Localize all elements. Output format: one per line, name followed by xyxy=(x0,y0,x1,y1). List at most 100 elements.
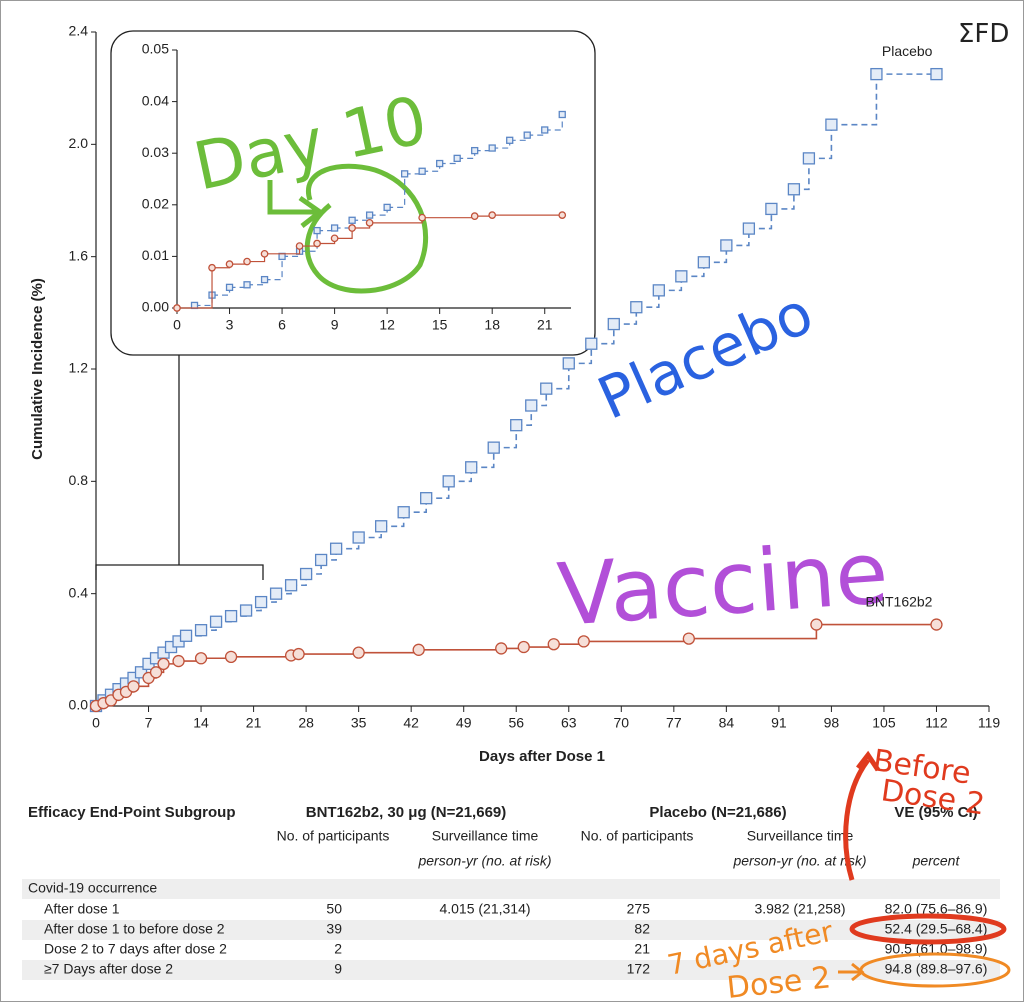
x-tick-label: 70 xyxy=(614,715,630,731)
marker xyxy=(577,635,590,648)
x-tick-label: 9 xyxy=(331,317,339,333)
y-tick-label: 2.4 xyxy=(69,23,89,39)
marker xyxy=(292,647,305,661)
marker xyxy=(418,167,426,175)
x-tick-label: 42 xyxy=(403,715,419,731)
step-segment xyxy=(387,173,406,208)
step-segment xyxy=(229,284,248,288)
series-label: BNT162b2 xyxy=(866,593,933,609)
y-tick-label: 0.00 xyxy=(142,299,169,315)
x-tick-label: 91 xyxy=(771,715,787,731)
marker xyxy=(471,146,479,155)
marker xyxy=(558,110,566,119)
table-cell: 172 xyxy=(627,961,651,977)
step-segment xyxy=(568,343,593,365)
marker xyxy=(517,640,530,654)
row-band xyxy=(22,879,1000,899)
step-segment xyxy=(831,74,878,126)
x-tick-label: 49 xyxy=(456,715,472,731)
step-segment xyxy=(748,208,773,230)
table-cell: 82 xyxy=(634,921,650,937)
marker xyxy=(436,159,444,168)
marker xyxy=(383,203,391,212)
marker xyxy=(149,666,163,679)
step-segment xyxy=(808,124,833,160)
column-header: BNT162b2, 30 μg (N=21,669) xyxy=(306,804,507,821)
x-tick-label: 3 xyxy=(226,317,234,333)
green-arrow xyxy=(267,180,325,228)
table-cell: 39 xyxy=(326,921,342,937)
marker xyxy=(682,632,695,645)
marker xyxy=(510,419,523,432)
x-tick-label: 105 xyxy=(872,715,896,731)
marker xyxy=(488,211,497,219)
section-label: Covid-19 occurrence xyxy=(28,880,157,896)
x-tick-label: 35 xyxy=(351,715,367,731)
marker xyxy=(720,239,733,252)
marker xyxy=(675,270,688,283)
table-cell: 82.0 (75.6–86.9) xyxy=(885,901,988,917)
x-tick-label: 63 xyxy=(561,715,577,731)
marker xyxy=(810,618,823,631)
sub-header: No. of participants xyxy=(581,828,694,844)
table-cell: 4.015 (21,314) xyxy=(439,901,530,917)
marker xyxy=(314,553,328,567)
x-tick-label: 7 xyxy=(145,715,153,731)
step-segment xyxy=(299,230,318,252)
step-segment xyxy=(177,267,213,309)
column-header: Efficacy End-Point Subgroup xyxy=(28,804,236,821)
marker xyxy=(179,629,193,642)
marker xyxy=(127,680,140,693)
marker xyxy=(365,219,374,227)
x-tick-label: 0 xyxy=(173,317,181,333)
marker xyxy=(652,284,665,297)
step-segment xyxy=(264,256,283,281)
x-tick-label: 12 xyxy=(379,317,395,333)
red-ellipse xyxy=(849,913,1007,945)
marker xyxy=(870,67,883,81)
marker xyxy=(487,441,500,454)
sub-header: No. of participants xyxy=(277,828,390,844)
marker xyxy=(243,257,251,266)
marker xyxy=(352,531,365,544)
marker xyxy=(225,260,234,268)
y-tick-label: 0.04 xyxy=(142,92,169,108)
marker xyxy=(418,213,427,222)
marker xyxy=(742,222,756,235)
marker xyxy=(453,154,461,163)
x-tick-label: 77 xyxy=(666,715,682,731)
x-tick-label: 119 xyxy=(978,715,1001,731)
marker xyxy=(420,492,433,505)
marker xyxy=(348,224,356,232)
step-segment xyxy=(493,425,518,449)
marker xyxy=(330,234,339,243)
marker xyxy=(697,256,710,269)
marker xyxy=(284,579,298,592)
table-cell: 94.8 (89.8–97.6) xyxy=(885,961,988,977)
marker xyxy=(194,652,208,665)
table-cell: 21 xyxy=(634,941,650,957)
y-tick-label: 0.01 xyxy=(142,247,169,263)
y-tick-label: 0.0 xyxy=(69,697,89,713)
orange-arrow xyxy=(838,962,865,982)
x-tick-label: 15 xyxy=(432,317,448,333)
unit-label: percent xyxy=(912,853,961,869)
y-tick-label: 0.4 xyxy=(69,584,89,600)
step-segment xyxy=(544,114,563,131)
marker xyxy=(442,475,455,488)
marker xyxy=(488,144,496,152)
y-tick-label: 1.2 xyxy=(69,360,89,376)
marker xyxy=(173,304,181,312)
unit-label: person-yr (no. at risk) xyxy=(417,853,551,869)
green-circle xyxy=(304,163,429,294)
marker xyxy=(209,615,223,628)
table-cell: 50 xyxy=(326,901,342,917)
marker xyxy=(802,152,816,165)
table-cell: 2 xyxy=(334,941,342,957)
marker xyxy=(208,263,216,272)
marker xyxy=(352,646,365,659)
row-band xyxy=(22,920,1000,940)
x-tick-label: 28 xyxy=(298,715,314,731)
table-cell: 3.982 (21,258) xyxy=(754,901,845,917)
